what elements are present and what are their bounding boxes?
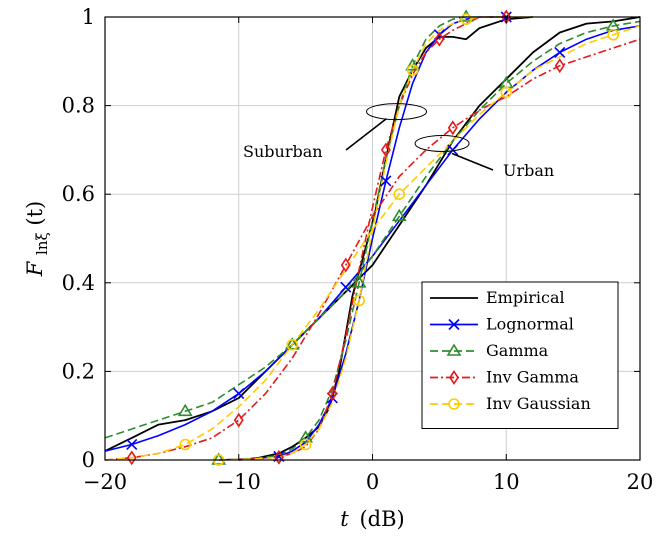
marker-inv-gaussian-suburban xyxy=(406,64,419,76)
marker-gamma-suburban xyxy=(351,275,367,288)
urban-ellipse xyxy=(414,134,470,152)
suburban-leader-line xyxy=(345,117,388,151)
legend-marker-gamma xyxy=(446,343,462,356)
marker-lognormal-urban xyxy=(233,387,245,400)
series-line-inv-gamma-urban xyxy=(104,38,641,461)
marker-lognormal-suburban xyxy=(380,175,392,187)
legend-label-inv-gamma: Inv Gamma xyxy=(486,368,579,387)
axis-ticks: −20 −10 0 10 20 0 0.2 0.4 0.6 0.8 1 xyxy=(62,5,654,494)
marker-inv-gaussian-suburban xyxy=(299,438,312,451)
marker-inv-gaussian-urban xyxy=(500,86,513,99)
legend: Empirical Lognormal Gamma Inv Gamma Inv Gaus… xyxy=(421,281,619,429)
y-tick-label: 0 xyxy=(82,448,95,472)
marker-inv-gaussian-urban xyxy=(286,339,299,351)
y-tick-label: 0.4 xyxy=(62,271,95,295)
legend-marker-inv-gamma xyxy=(449,370,459,385)
legend-label-inv-gaussian: Inv Gaussian xyxy=(486,394,591,413)
marker-lognormal-urban xyxy=(126,438,138,451)
legend-marker-lognormal xyxy=(448,318,460,331)
suburban-label: Suburban xyxy=(243,142,323,161)
marker-gamma-suburban xyxy=(298,430,314,443)
marker-inv-gamma-urban xyxy=(447,120,458,136)
x-tick-label: 0 xyxy=(366,470,379,494)
marker-inv-gamma-suburban xyxy=(273,449,284,465)
series-line-inv-gaussian-suburban xyxy=(218,16,533,461)
marker-lognormal-urban xyxy=(554,46,566,59)
x-tick-label: 10 xyxy=(493,470,520,494)
marker-lognormal-urban xyxy=(447,144,459,156)
x-axis-unit: (dB) xyxy=(359,507,404,531)
marker-inv-gamma-urban xyxy=(233,412,244,428)
marker-inv-gaussian-urban xyxy=(179,438,192,451)
marker-inv-gamma-urban xyxy=(554,58,565,74)
series-lines xyxy=(104,16,641,461)
x-axis-label: t (dB) xyxy=(340,507,404,531)
legend-marker-inv-gaussian xyxy=(448,398,460,410)
marker-inv-gamma-urban xyxy=(126,450,137,466)
annotation-suburban: Suburban xyxy=(243,103,428,161)
x-tick-label: −20 xyxy=(83,470,127,494)
x-axis-var: t xyxy=(340,507,349,531)
series-line-inv-gaussian-urban xyxy=(104,25,641,461)
y-axis-var: F xyxy=(23,260,47,277)
series-line-gamma-urban xyxy=(104,20,641,439)
marker-inv-gamma-urban xyxy=(340,257,351,273)
x-tick-label: −10 xyxy=(217,470,261,494)
y-tick-label: 0.2 xyxy=(62,359,95,383)
y-axis-arg: (t) xyxy=(23,201,47,226)
series-line-inv-gamma-suburban xyxy=(218,16,507,461)
legend-label-empirical: Empirical xyxy=(486,288,565,307)
y-axis-label: F lnξ (t) xyxy=(23,201,52,278)
grid xyxy=(105,17,640,460)
marker-inv-gaussian-suburban xyxy=(460,13,472,26)
y-tick-label: 1 xyxy=(82,5,95,29)
legend-label-lognormal: Lognormal xyxy=(486,315,574,334)
marker-gamma-suburban xyxy=(405,58,421,71)
marker-gamma-suburban xyxy=(211,452,227,465)
legend-label-gamma: Gamma xyxy=(486,341,549,360)
marker-gamma-urban xyxy=(284,337,300,350)
series-line-gamma-suburban xyxy=(218,16,507,461)
marker-gamma-urban xyxy=(391,208,407,222)
urban-leader-line xyxy=(451,152,494,171)
marker-inv-gaussian-suburban xyxy=(353,294,365,307)
marker-inv-gamma-suburban xyxy=(327,386,338,401)
marker-lognormal-urban xyxy=(340,281,352,293)
series-markers xyxy=(126,9,621,466)
x-tick-label: 20 xyxy=(627,470,654,494)
marker-inv-gaussian-urban xyxy=(393,188,406,200)
y-tick-label: 0.6 xyxy=(62,182,95,206)
marker-inv-gamma-suburban xyxy=(380,142,391,158)
y-tick-label: 0.8 xyxy=(62,94,95,118)
marker-inv-gamma-suburban xyxy=(434,31,445,47)
annotation-urban: Urban xyxy=(414,134,554,180)
y-axis-sub: lnξ xyxy=(33,232,51,255)
urban-label: Urban xyxy=(503,161,554,180)
series-line-empirical-urban xyxy=(104,16,641,452)
marker-gamma-urban xyxy=(177,403,193,417)
suburban-ellipse xyxy=(366,103,428,121)
marker-inv-gaussian-urban xyxy=(607,28,620,41)
